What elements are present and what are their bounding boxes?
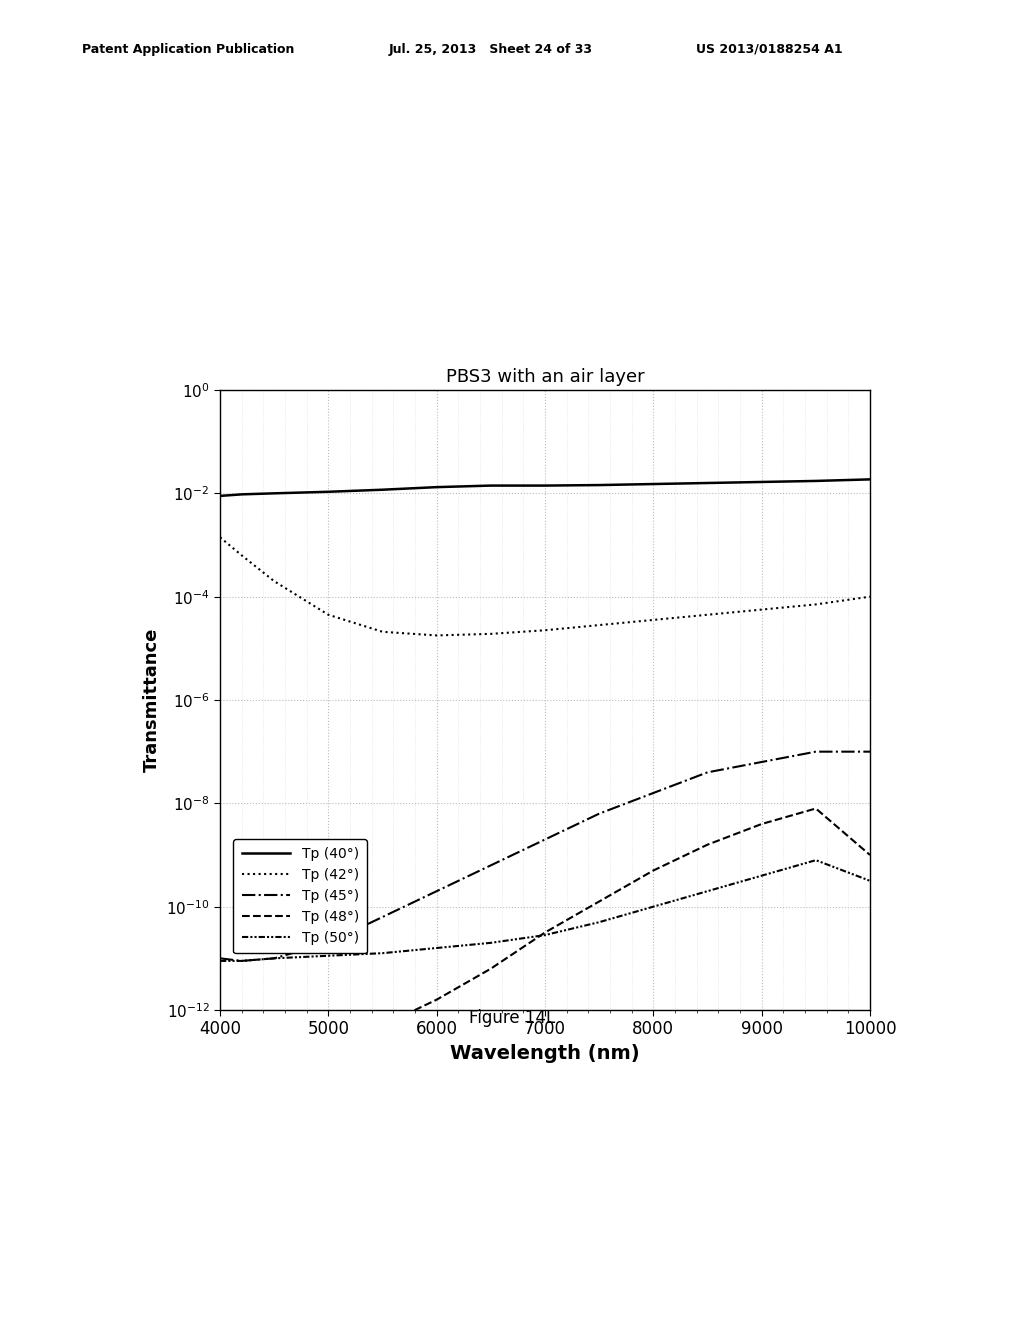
Y-axis label: Transmittance: Transmittance	[142, 628, 161, 772]
Tp (45°)	[593, 805, 605, 821]
Text: US 2013/0188254 A1: US 2013/0188254 A1	[696, 42, 843, 55]
Tp (42°)	[484, 626, 497, 642]
Line: Tp (42°): Tp (42°)	[220, 537, 870, 635]
Text: Jul. 25, 2013   Sheet 24 of 33: Jul. 25, 2013 Sheet 24 of 33	[389, 42, 593, 55]
Legend: Tp (40°), Tp (42°), Tp (45°), Tp (48°), Tp (50°): Tp (40°), Tp (42°), Tp (45°), Tp (48°), …	[233, 840, 367, 953]
Tp (50°)	[484, 935, 497, 950]
Tp (48°)	[539, 924, 551, 940]
Tp (50°)	[864, 873, 877, 888]
Tp (48°)	[268, 1064, 281, 1080]
Tp (48°)	[430, 991, 442, 1007]
Tp (48°)	[593, 894, 605, 909]
Tp (42°)	[810, 597, 822, 612]
Tp (50°)	[647, 899, 659, 915]
Tp (42°)	[430, 627, 442, 643]
Tp (50°)	[430, 940, 442, 956]
Tp (50°)	[756, 867, 768, 883]
Tp (50°)	[214, 953, 226, 969]
Tp (45°)	[647, 785, 659, 801]
Tp (42°)	[593, 618, 605, 634]
Tp (40°)	[810, 473, 822, 488]
Tp (50°)	[377, 945, 389, 961]
Line: Tp (50°): Tp (50°)	[220, 861, 870, 961]
Tp (40°)	[214, 488, 226, 504]
Tp (50°)	[323, 948, 335, 964]
Tp (45°)	[701, 764, 714, 780]
Tp (45°)	[377, 909, 389, 925]
Tp (50°)	[593, 915, 605, 931]
Tp (45°)	[810, 743, 822, 759]
Tp (42°)	[647, 612, 659, 628]
Text: Figure 14L: Figure 14L	[469, 1008, 555, 1027]
Tp (40°)	[864, 471, 877, 487]
Line: Tp (48°): Tp (48°)	[220, 808, 870, 1088]
Tp (50°)	[810, 853, 822, 869]
Tp (45°)	[484, 858, 497, 874]
Tp (42°)	[539, 622, 551, 638]
Tp (40°)	[236, 487, 248, 503]
Tp (50°)	[701, 883, 714, 899]
Tp (48°)	[701, 837, 714, 853]
Tp (42°)	[268, 573, 281, 589]
Tp (48°)	[377, 1018, 389, 1034]
Line: Tp (40°): Tp (40°)	[220, 479, 870, 496]
X-axis label: Wavelength (nm): Wavelength (nm)	[451, 1044, 640, 1063]
Tp (40°)	[701, 475, 714, 491]
Tp (48°)	[647, 862, 659, 878]
Tp (45°)	[539, 832, 551, 847]
Tp (42°)	[701, 607, 714, 623]
Tp (50°)	[236, 953, 248, 969]
Tp (45°)	[214, 950, 226, 966]
Tp (42°)	[864, 589, 877, 605]
Tp (40°)	[377, 482, 389, 498]
Tp (40°)	[647, 477, 659, 492]
Tp (45°)	[268, 950, 281, 966]
Tp (45°)	[430, 883, 442, 899]
Tp (48°)	[756, 816, 768, 832]
Tp (40°)	[756, 474, 768, 490]
Text: Patent Application Publication: Patent Application Publication	[82, 42, 294, 55]
Tp (40°)	[430, 479, 442, 495]
Tp (42°)	[323, 607, 335, 623]
Tp (40°)	[484, 478, 497, 494]
Tp (42°)	[236, 548, 248, 564]
Tp (40°)	[268, 486, 281, 502]
Tp (50°)	[539, 927, 551, 942]
Tp (48°)	[214, 1080, 226, 1096]
Line: Tp (45°): Tp (45°)	[220, 751, 870, 961]
Tp (40°)	[593, 477, 605, 492]
Tp (48°)	[323, 1043, 335, 1059]
Tp (45°)	[323, 935, 335, 950]
Tp (40°)	[539, 478, 551, 494]
Tp (50°)	[268, 950, 281, 966]
Tp (45°)	[864, 743, 877, 759]
Tp (48°)	[864, 847, 877, 863]
Tp (45°)	[236, 953, 248, 969]
Tp (48°)	[810, 800, 822, 816]
Tp (45°)	[756, 754, 768, 770]
Tp (48°)	[484, 961, 497, 977]
Tp (42°)	[377, 624, 389, 640]
Tp (40°)	[323, 484, 335, 500]
Title: PBS3 with an air layer: PBS3 with an air layer	[445, 368, 644, 385]
Tp (42°)	[756, 602, 768, 618]
Tp (42°)	[214, 529, 226, 545]
